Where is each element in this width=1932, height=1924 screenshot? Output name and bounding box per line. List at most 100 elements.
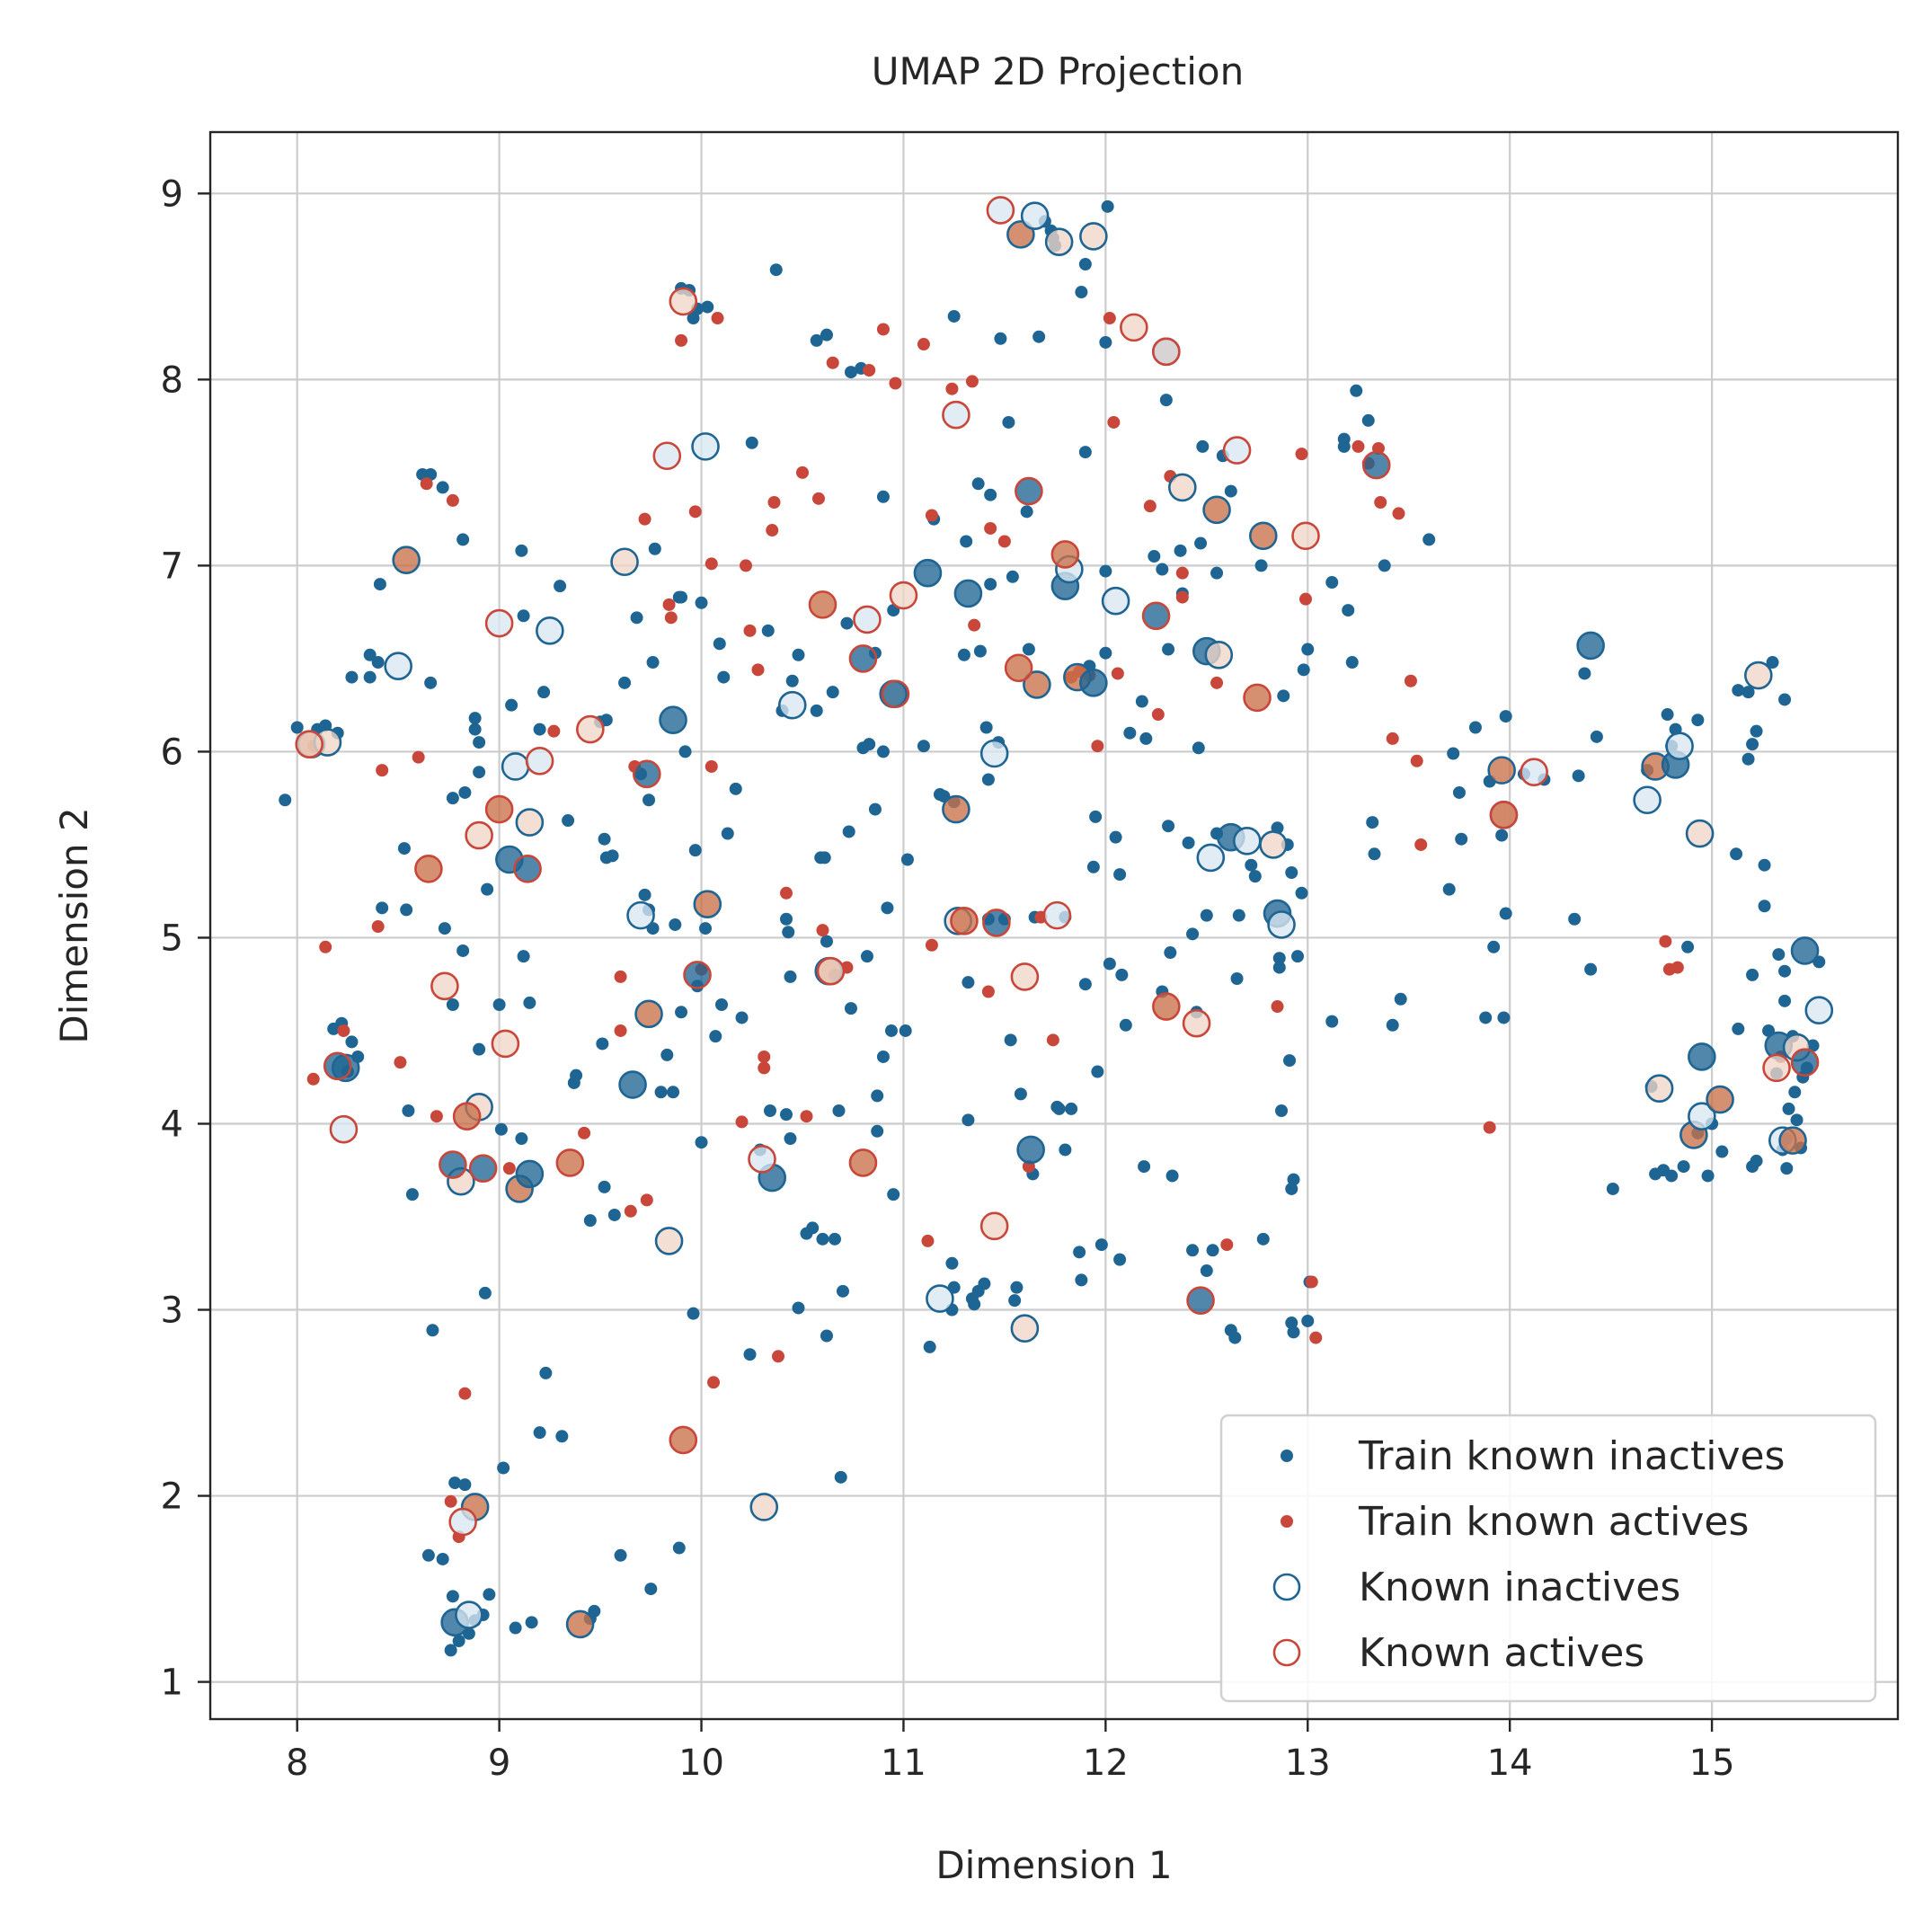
scatter-point xyxy=(1681,940,1695,953)
scatter-point xyxy=(1099,646,1112,660)
scatter-point xyxy=(1175,590,1189,604)
scatter-point xyxy=(1691,714,1705,727)
scatter-point xyxy=(555,1148,585,1177)
scatter-point xyxy=(624,1204,637,1218)
scatter-point xyxy=(1107,415,1121,429)
scatter-point xyxy=(1016,1135,1045,1165)
scatter-point xyxy=(1006,570,1019,583)
legend-label: Known inactives xyxy=(1359,1565,1680,1610)
scatter-point xyxy=(638,888,651,901)
scatter-point xyxy=(950,907,979,935)
scatter-point xyxy=(1392,507,1405,520)
scatter-point xyxy=(820,1329,833,1343)
scatter-point xyxy=(456,944,470,957)
scatter-point xyxy=(1123,726,1137,740)
scatter-point xyxy=(705,557,718,571)
scatter-point xyxy=(640,1193,653,1207)
scatter-point xyxy=(1287,1326,1300,1339)
scatter-point xyxy=(1730,847,1743,861)
scatter-point xyxy=(1368,847,1381,861)
scatter-point xyxy=(497,1461,510,1475)
y-tick-label: 2 xyxy=(161,1476,183,1518)
scatter-point xyxy=(478,1286,492,1299)
scatter-point xyxy=(1442,882,1456,896)
scatter-point xyxy=(816,924,829,937)
scatter-point xyxy=(876,323,890,336)
scatter-point xyxy=(811,492,825,505)
scatter-point xyxy=(468,1154,498,1183)
scatter-point xyxy=(968,1298,981,1311)
scatter-point xyxy=(660,1048,674,1061)
scatter-point xyxy=(1079,669,1108,697)
scatter-point xyxy=(664,611,678,625)
scatter-point xyxy=(876,490,890,503)
scatter-point xyxy=(777,690,807,720)
scatter-point xyxy=(1283,1054,1297,1068)
scatter-point xyxy=(1010,1281,1024,1294)
scatter-point xyxy=(979,1211,1009,1241)
scatter-point xyxy=(1222,436,1252,465)
scatter-point xyxy=(863,738,876,751)
scatter-point xyxy=(848,644,878,673)
scatter-point xyxy=(1361,450,1391,480)
scatter-point xyxy=(743,624,757,637)
scatter-point xyxy=(1750,1154,1763,1167)
scatter-point xyxy=(923,1340,936,1353)
scatter-point xyxy=(784,1132,797,1146)
scatter-point xyxy=(483,1588,496,1601)
scatter-point xyxy=(1746,738,1759,751)
scatter-point xyxy=(688,844,702,857)
scatter-point xyxy=(769,263,783,277)
scatter-point xyxy=(1606,1182,1619,1195)
scatter-point xyxy=(926,1284,954,1313)
scatter-point xyxy=(1455,832,1468,846)
scatter-point xyxy=(1479,1011,1493,1024)
scatter-point xyxy=(1006,220,1035,249)
scatter-point xyxy=(1685,819,1715,848)
scatter-point xyxy=(828,1232,841,1246)
scatter-point xyxy=(430,971,459,1001)
scatter-point xyxy=(1297,663,1310,677)
scatter-point xyxy=(371,920,385,934)
scatter-point xyxy=(1111,667,1124,680)
scatter-point xyxy=(844,366,857,379)
scatter-point xyxy=(1023,670,1051,699)
scatter-point xyxy=(583,1214,597,1228)
y-tick-label: 9 xyxy=(161,173,183,215)
scatter-point xyxy=(371,656,385,669)
scatter-point xyxy=(481,882,494,896)
scatter-point xyxy=(1120,313,1148,342)
scatter-point xyxy=(834,1470,847,1484)
scatter-point xyxy=(509,1621,522,1635)
scatter-point xyxy=(1394,992,1407,1006)
scatter-point xyxy=(767,495,781,509)
scatter-point xyxy=(468,712,482,725)
scatter-point xyxy=(397,842,411,856)
scatter-point xyxy=(771,1350,784,1363)
scatter-point xyxy=(1758,900,1771,913)
scatter-point xyxy=(971,477,985,491)
legend-box xyxy=(1219,1414,1877,1703)
scatter-point xyxy=(1148,550,1161,563)
scatter-point xyxy=(701,300,714,314)
scatter-point xyxy=(1758,858,1771,872)
scatter-point xyxy=(779,886,793,900)
scatter-point xyxy=(473,736,486,749)
scatter-point xyxy=(715,997,729,1011)
scatter-point xyxy=(1010,1314,1040,1343)
scatter-point xyxy=(1305,1275,1318,1289)
scatter-point xyxy=(675,590,688,604)
scatter-point xyxy=(394,1056,407,1069)
scatter-point xyxy=(1115,968,1129,981)
scatter-point xyxy=(683,961,712,989)
scatter-point xyxy=(1499,710,1512,723)
scatter-point xyxy=(1766,656,1779,669)
scatter-point xyxy=(816,1232,829,1246)
scatter-point xyxy=(1086,860,1100,873)
scatter-point xyxy=(517,609,530,623)
scatter-point xyxy=(648,542,661,555)
scatter-point xyxy=(953,579,983,608)
scatter-point xyxy=(1386,731,1399,745)
scatter-point xyxy=(1186,927,1200,941)
scatter-point xyxy=(421,1548,435,1562)
